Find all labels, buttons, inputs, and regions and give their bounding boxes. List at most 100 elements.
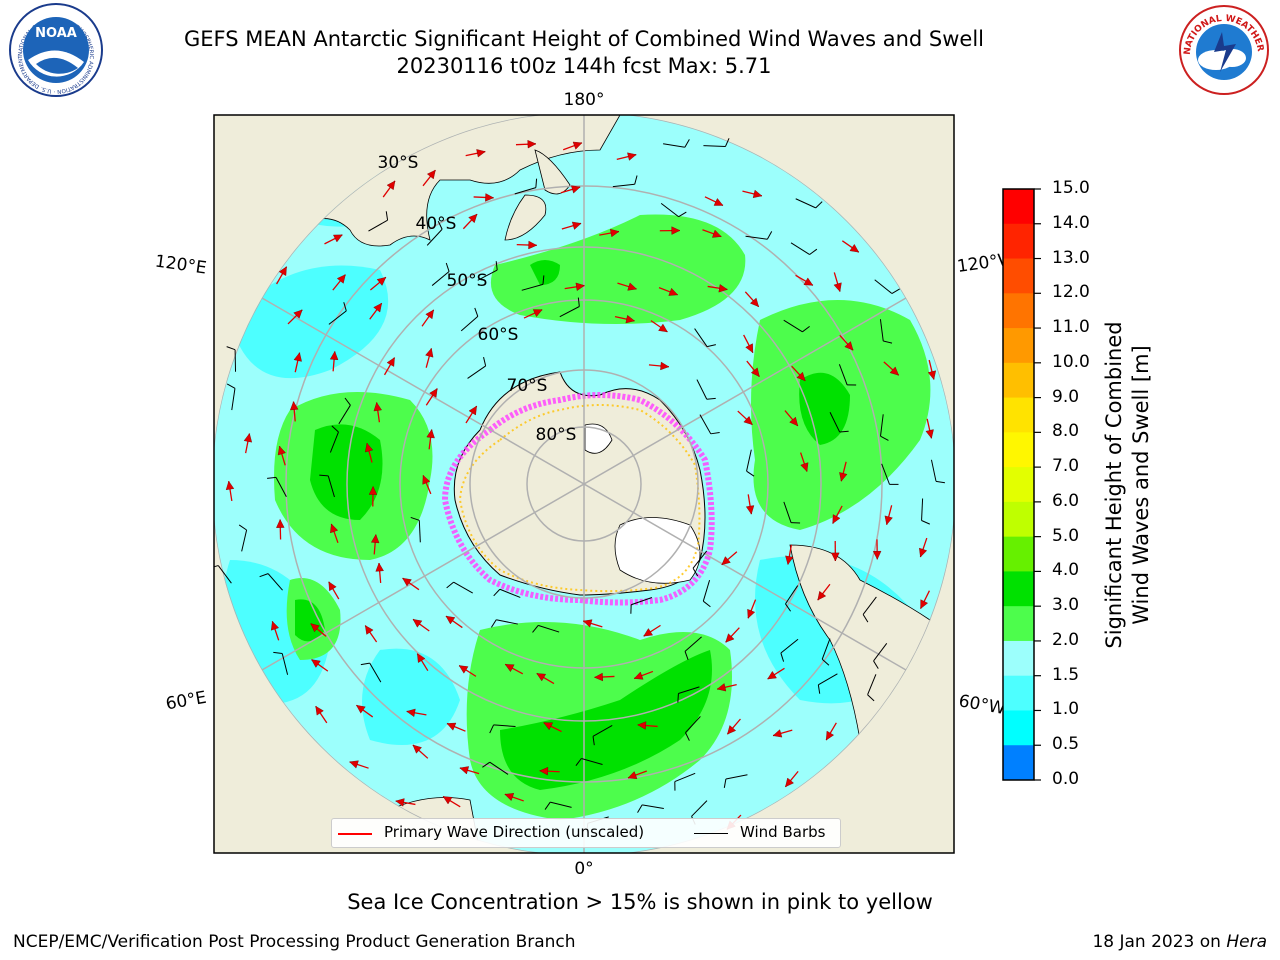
colorbar-tick-label: 10.0 [1052, 351, 1090, 372]
wind-barb [818, 673, 838, 686]
wave-direction-arrows [225, 139, 937, 830]
colorbar-tick-label: 13.0 [1052, 247, 1090, 268]
wave-arrow-head [270, 620, 279, 631]
wave-arrow-head [446, 722, 457, 731]
wind-barb-feather [575, 758, 582, 766]
wave-arrow-head [571, 221, 582, 230]
wind-barb-feather [577, 297, 580, 307]
lon-label-upper-left: 120°E [154, 252, 208, 279]
wind-barb [703, 145, 726, 148]
wind-barb-feather [821, 658, 830, 666]
wind-barb [631, 597, 653, 606]
wave-arrow-head [333, 234, 343, 243]
wind-barb [328, 310, 347, 325]
wave-arrow-head [293, 352, 302, 362]
wind-barb-feather [489, 724, 495, 734]
legend-label-barbs: Wind Barbs [740, 823, 826, 841]
wind-barb-feather [446, 581, 454, 589]
wind-barb-feather [544, 801, 551, 810]
wind-barb [785, 585, 799, 605]
wave-arrow-head [485, 193, 495, 202]
wave-arrow-head [660, 361, 670, 371]
wind-barb [821, 638, 831, 660]
wave-arrow-head [422, 474, 431, 485]
colorbar-tick-label: 11.0 [1052, 317, 1090, 338]
wind-barb [725, 774, 748, 780]
wind-barb [660, 202, 679, 218]
wave-arrow-head [376, 276, 387, 286]
wave-arrow-head [920, 599, 929, 610]
wind-barb-feather [880, 435, 889, 441]
colorbar-swatch [1003, 745, 1034, 781]
wind-barb [780, 638, 799, 654]
wave-arrow-head [543, 722, 553, 731]
colorbar-tick-label: 6.0 [1052, 490, 1080, 511]
wind-barb-feather [238, 524, 247, 531]
wind-barb [874, 279, 893, 294]
wind-barb-feather [685, 732, 690, 741]
wave-arrow-head [884, 515, 893, 526]
wind-barb [867, 674, 877, 695]
wave-arrow-head [749, 297, 759, 308]
wind-barb [329, 431, 339, 453]
wave-arrow-head [785, 555, 794, 565]
wind-barb [745, 235, 768, 240]
wind-barb-feather [343, 302, 347, 312]
footer-host: Hera [1226, 932, 1267, 952]
wave-arrow-head [425, 309, 434, 320]
wind-barb-feather [267, 476, 277, 479]
wind-barb [829, 412, 841, 433]
wind-barb [685, 716, 701, 733]
wave-arrow-head [572, 141, 583, 150]
wave-arrow-head [919, 547, 928, 558]
wave-arrow-head [844, 341, 854, 351]
wave-arrow-head [459, 766, 470, 775]
wave-arrow-head [575, 282, 585, 292]
wave-arrow-head [721, 556, 731, 566]
wind-barb-feather [483, 357, 487, 367]
wind-barb [281, 653, 289, 675]
wave-arrow-head [402, 577, 412, 587]
wind-barb [499, 588, 521, 598]
wave-arrow-head [637, 721, 647, 730]
wave-arrow-head [627, 152, 637, 161]
wave-arrow-head [803, 277, 814, 286]
colorbar-swatch [1003, 640, 1034, 677]
wind-barb-feather [592, 736, 595, 746]
wave-arrow-head [927, 370, 937, 380]
colorbar-title-line2: Wind Waves and Swell [m] [1129, 345, 1153, 625]
wind-barb [678, 686, 700, 694]
wind-barb [460, 316, 479, 332]
wind-barb [838, 364, 848, 386]
colorbar-tick-label: 4.0 [1052, 560, 1080, 581]
wave-arrow-head [796, 371, 806, 382]
wind-barb-feather [319, 474, 329, 477]
colorbar-swatch [1003, 501, 1034, 538]
wind-barb [862, 596, 877, 615]
chart-title: GEFS MEAN Antarctic Significant Height o… [183, 27, 985, 51]
wave-arrow-head [458, 665, 469, 674]
wind-barb [684, 636, 702, 652]
wind-barb-feather [437, 220, 443, 230]
wave-arrow-head [747, 608, 756, 619]
lon-label-lower-right: 60°W [957, 691, 1007, 719]
wind-barb-feather [634, 175, 638, 185]
wind-barb-feather [226, 346, 236, 351]
map-legend: Primary Wave Direction (unscaled) Wind B… [331, 818, 841, 848]
wind-barb-feather [883, 340, 893, 344]
colorbar-tick-label: 14.0 [1052, 212, 1090, 233]
wind-barb [431, 271, 450, 286]
wave-arrow-head [725, 633, 735, 643]
wind-barb-feather [493, 588, 501, 597]
wave-arrow-head [872, 550, 882, 560]
wind-barb-feather [802, 325, 810, 333]
wave-arrow-head [743, 415, 753, 426]
wave-arrow-head [713, 198, 724, 206]
wind-barb [493, 724, 516, 728]
wind-barb [477, 269, 498, 281]
wave-arrow-head [627, 282, 637, 291]
colorbar-swatch [1003, 606, 1034, 642]
wind-barb [538, 624, 560, 633]
wave-arrow-head [328, 581, 337, 592]
